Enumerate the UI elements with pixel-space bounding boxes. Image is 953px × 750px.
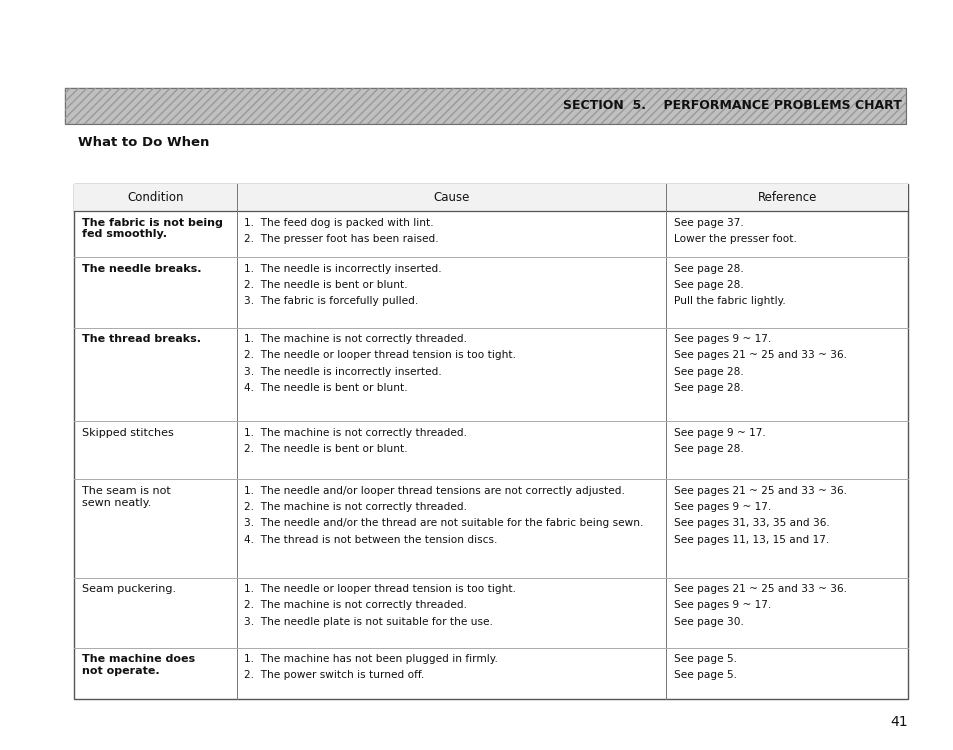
Text: See pages 11, 13, 15 and 17.: See pages 11, 13, 15 and 17. [674, 535, 828, 544]
Text: 41: 41 [890, 715, 907, 729]
Text: Condition: Condition [128, 190, 184, 204]
Text: The thread breaks.: The thread breaks. [82, 334, 201, 344]
Text: 3.  The fabric is forcefully pulled.: 3. The fabric is forcefully pulled. [243, 296, 417, 307]
Text: Lower the presser foot.: Lower the presser foot. [674, 234, 796, 244]
Text: SECTION  5.    PERFORMANCE PROBLEMS CHART: SECTION 5. PERFORMANCE PROBLEMS CHART [562, 99, 901, 112]
Text: See page 28.: See page 28. [674, 444, 743, 454]
Text: 4.  The needle is bent or blunt.: 4. The needle is bent or blunt. [243, 382, 407, 393]
Text: 1.  The machine has not been plugged in firmly.: 1. The machine has not been plugged in f… [243, 654, 497, 664]
Text: 3.  The needle and/or the thread are not suitable for the fabric being sewn.: 3. The needle and/or the thread are not … [243, 518, 642, 529]
Text: See page 5.: See page 5. [674, 654, 737, 664]
Text: See page 37.: See page 37. [674, 217, 743, 227]
Text: The machine does
not operate.: The machine does not operate. [82, 654, 195, 676]
Text: The needle breaks.: The needle breaks. [82, 264, 201, 274]
Text: See page 9 ~ 17.: See page 9 ~ 17. [674, 427, 765, 438]
Text: See pages 31, 33, 35 and 36.: See pages 31, 33, 35 and 36. [674, 518, 829, 529]
Text: The fabric is not being
fed smoothly.: The fabric is not being fed smoothly. [82, 217, 223, 239]
Text: See pages 9 ~ 17.: See pages 9 ~ 17. [674, 503, 770, 512]
Text: See pages 21 ~ 25 and 33 ~ 36.: See pages 21 ~ 25 and 33 ~ 36. [674, 584, 846, 594]
Text: 2.  The needle is bent or blunt.: 2. The needle is bent or blunt. [243, 444, 407, 454]
Text: 2.  The needle or looper thread tension is too tight.: 2. The needle or looper thread tension i… [243, 350, 516, 361]
Text: What to Do When: What to Do When [78, 136, 210, 149]
Text: See page 28.: See page 28. [674, 367, 743, 376]
Text: See page 28.: See page 28. [674, 280, 743, 290]
Text: 1.  The needle and/or looper thread tensions are not correctly adjusted.: 1. The needle and/or looper thread tensi… [243, 486, 624, 496]
Text: The seam is not
sewn neatly.: The seam is not sewn neatly. [82, 486, 171, 508]
Text: 1.  The machine is not correctly threaded.: 1. The machine is not correctly threaded… [243, 427, 466, 438]
Text: Pull the fabric lightly.: Pull the fabric lightly. [674, 296, 785, 307]
Text: 1.  The needle or looper thread tension is too tight.: 1. The needle or looper thread tension i… [243, 584, 516, 594]
Text: 2.  The presser foot has been raised.: 2. The presser foot has been raised. [243, 234, 437, 244]
Text: 3.  The needle is incorrectly inserted.: 3. The needle is incorrectly inserted. [243, 367, 441, 376]
Text: See page 5.: See page 5. [674, 670, 737, 680]
Text: See page 28.: See page 28. [674, 382, 743, 393]
Text: 2.  The power switch is turned off.: 2. The power switch is turned off. [243, 670, 423, 680]
Text: See pages 21 ~ 25 and 33 ~ 36.: See pages 21 ~ 25 and 33 ~ 36. [674, 486, 846, 496]
Text: See pages 9 ~ 17.: See pages 9 ~ 17. [674, 334, 770, 344]
Text: Seam puckering.: Seam puckering. [82, 584, 176, 594]
Text: 3.  The needle plate is not suitable for the use.: 3. The needle plate is not suitable for … [243, 616, 492, 626]
Text: Reference: Reference [757, 190, 816, 204]
Text: See pages 9 ~ 17.: See pages 9 ~ 17. [674, 601, 770, 610]
Text: 1.  The feed dog is packed with lint.: 1. The feed dog is packed with lint. [243, 217, 433, 227]
Text: Skipped stitches: Skipped stitches [82, 427, 173, 438]
Text: 4.  The thread is not between the tension discs.: 4. The thread is not between the tension… [243, 535, 497, 544]
Text: Cause: Cause [433, 190, 470, 204]
Text: 2.  The machine is not correctly threaded.: 2. The machine is not correctly threaded… [243, 503, 466, 512]
Text: See pages 21 ~ 25 and 33 ~ 36.: See pages 21 ~ 25 and 33 ~ 36. [674, 350, 846, 361]
Text: See page 30.: See page 30. [674, 616, 743, 626]
Text: 2.  The machine is not correctly threaded.: 2. The machine is not correctly threaded… [243, 601, 466, 610]
Text: See page 28.: See page 28. [674, 264, 743, 274]
Text: 2.  The needle is bent or blunt.: 2. The needle is bent or blunt. [243, 280, 407, 290]
Text: 1.  The needle is incorrectly inserted.: 1. The needle is incorrectly inserted. [243, 264, 441, 274]
Text: 1.  The machine is not correctly threaded.: 1. The machine is not correctly threaded… [243, 334, 466, 344]
